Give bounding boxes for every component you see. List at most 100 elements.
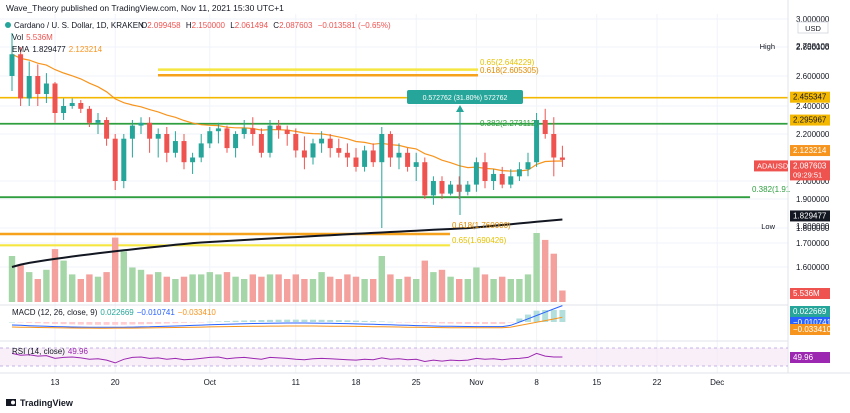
- candle-body: [233, 134, 239, 149]
- macd-hist-bar: [181, 322, 187, 323]
- candle-body: [413, 162, 419, 167]
- volume-bar: [438, 269, 446, 302]
- candle-body: [250, 128, 256, 134]
- candle-body: [482, 162, 488, 181]
- candle-body: [559, 157, 565, 160]
- symbol-legend[interactable]: Cardano / U. S. Dollar, 1D, KRAKEN O2.09…: [5, 21, 391, 30]
- macd-hist-bar: [120, 322, 127, 325]
- ema-value-1: 1.829477: [32, 45, 66, 54]
- price-tag-box: [790, 91, 830, 103]
- volume-bar: [456, 279, 463, 302]
- macd-hist-bar: [413, 322, 420, 323]
- macd-hist-bar: [507, 322, 514, 323]
- price-tick-label: 2.400000: [796, 102, 830, 111]
- candle: [370, 143, 376, 167]
- candle-body: [26, 76, 32, 99]
- candle-body: [35, 76, 41, 94]
- candle-body: [181, 141, 187, 163]
- rsi-band: [0, 348, 788, 366]
- price-axis[interactable]: 3.000000 2.800000 2.600000 2.400000 2.200000…: [796, 15, 830, 272]
- candle-body: [465, 184, 471, 192]
- volume-bar: [378, 256, 385, 302]
- macd-hist-bar: [9, 322, 15, 323]
- candle: [43, 73, 49, 103]
- ema-legend[interactable]: EMA 1.829477 2.123214: [12, 45, 103, 54]
- price-tag-box: [790, 210, 830, 222]
- candle-body: [534, 120, 540, 163]
- volume-label: Vol: [12, 33, 23, 42]
- candle-body: [396, 152, 402, 158]
- macd-hist-bar: [198, 322, 205, 323]
- symbol-title[interactable]: Cardano / U. S. Dollar, 1D, KRAKEN: [14, 21, 144, 30]
- price-tag-value: 49.96: [793, 353, 814, 362]
- macd-hist-bar: [361, 320, 368, 322]
- candle-body: [164, 134, 170, 153]
- candle: [52, 82, 58, 123]
- price-tag-value: 2.455347: [793, 93, 827, 102]
- macd-hist-bar: [473, 322, 480, 324]
- candle: [69, 98, 75, 109]
- macd-hist-bar: [533, 310, 540, 322]
- high-tag-label: High: [760, 42, 775, 51]
- candle-body: [147, 122, 153, 139]
- macd-hist-bar: [112, 322, 119, 325]
- price-tag-box: [790, 317, 830, 328]
- ema-value-2: 2.123214: [69, 45, 103, 54]
- ema-label: EMA: [12, 45, 30, 54]
- candle: [465, 181, 471, 196]
- volume-legend[interactable]: Vol 5.536M: [12, 33, 53, 42]
- measure-label: 0.572762 (31.80%) 572762: [423, 95, 508, 102]
- volume-bar: [198, 274, 205, 302]
- candle: [491, 169, 497, 190]
- candle: [104, 117, 110, 146]
- candle-body: [456, 184, 462, 192]
- candle: [112, 134, 118, 190]
- candle-body: [95, 120, 101, 123]
- volume-bar: [301, 279, 308, 302]
- candle-body: [18, 54, 24, 99]
- candle: [542, 108, 548, 139]
- candle: [35, 64, 41, 106]
- macd-v2: −0.010741: [137, 308, 176, 317]
- candlestick-series: [9, 33, 565, 228]
- fib-0618-low-label: 0.618(1.760000): [452, 221, 511, 230]
- volume-bar: [69, 274, 76, 302]
- time-tick-label: 22: [653, 378, 662, 387]
- time-axis[interactable]: 13 20 Oct 11 18 25 Nov 8 15 22 Dec: [51, 378, 725, 387]
- macd-legend[interactable]: MACD (12, 26, close, 9) 0.022669 −0.010741…: [12, 308, 216, 317]
- candle: [473, 157, 479, 192]
- candle-body: [353, 157, 359, 167]
- macd-hist-bar: [292, 319, 299, 322]
- candle: [138, 117, 144, 134]
- candle-body: [551, 134, 557, 158]
- macd-hist-bar: [439, 322, 445, 324]
- candle: [284, 125, 290, 146]
- candle: [310, 138, 316, 165]
- macd-v3: −0.033410: [178, 308, 217, 317]
- macd-hist-bar: [34, 322, 41, 324]
- macd-hist-bar: [60, 322, 67, 325]
- fib-0382-mid-label: 0.382(1.91: [752, 185, 791, 194]
- rsi-legend[interactable]: RSI (14, close) 49.96: [12, 347, 88, 356]
- volume-bar: [421, 260, 428, 302]
- volume-bar: [507, 279, 514, 302]
- volume-bar: [163, 276, 170, 302]
- candle: [18, 47, 24, 106]
- candle: [327, 134, 333, 158]
- macd-hist-bar: [241, 320, 248, 322]
- volume-bar: [464, 279, 471, 302]
- candle: [293, 128, 299, 158]
- volume-bar: [473, 267, 480, 302]
- candle: [121, 134, 127, 189]
- macd-hist-bar: [421, 322, 428, 323]
- volume-bar: [542, 239, 549, 302]
- macd-hist-bar: [335, 320, 342, 322]
- macd-v1: 0.022669: [100, 308, 134, 317]
- macd-hist-bar: [396, 322, 402, 323]
- signal-line: [11, 316, 563, 329]
- time-tick-label: 15: [592, 378, 601, 387]
- candle-body: [499, 173, 505, 185]
- macd-hist-bar: [172, 322, 179, 324]
- macd-hist-bar: [86, 322, 93, 325]
